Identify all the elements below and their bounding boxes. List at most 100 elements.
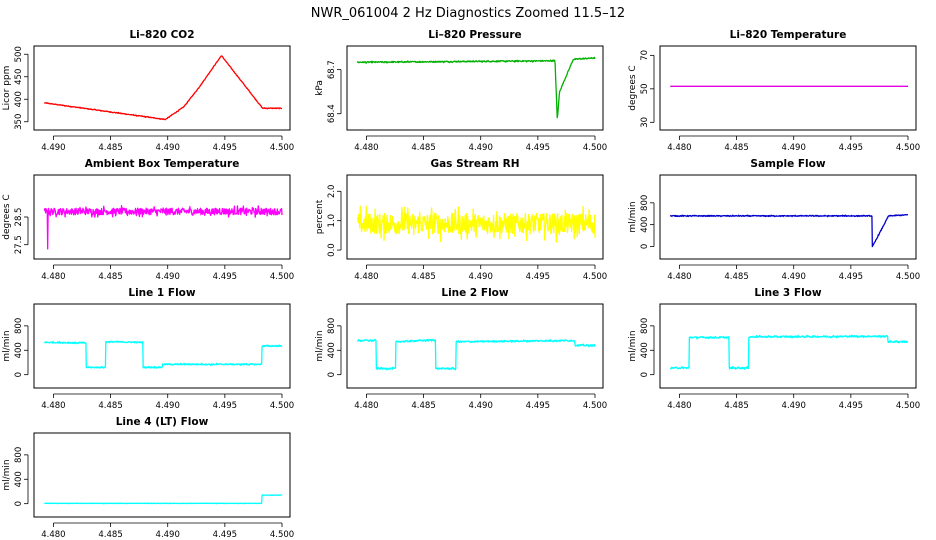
y-tick-label: 2.0 xyxy=(327,185,337,199)
series-line xyxy=(43,55,283,121)
panel-8: Line 2 Flow ml/min 4.480 4.485 4.490 4.495 4.5… xyxy=(315,287,607,411)
y-tick-label: 0 xyxy=(14,501,24,506)
x-tick-label: 4.490 xyxy=(469,143,493,153)
x-tick-label: 4.495 xyxy=(526,143,550,153)
y-tick-label: 400 xyxy=(14,342,24,358)
y-tick-label: 400 xyxy=(327,342,337,358)
panel-title: Sample Flow xyxy=(750,158,825,170)
y-tick-label: 400 xyxy=(640,342,650,358)
panel-9: Line 3 Flow ml/min 4.480 4.485 4.490 4.495 4.5… xyxy=(628,287,920,411)
series-line xyxy=(356,338,596,371)
x-tick-label: 4.490 xyxy=(782,143,806,153)
plot-frame xyxy=(659,45,917,131)
y-tick-label: 450 xyxy=(14,69,24,85)
x-tick-label: 4.495 xyxy=(526,401,550,411)
x-tick-label: 4.495 xyxy=(526,272,550,282)
y-tick-label: 28.5 xyxy=(14,208,24,227)
series-line xyxy=(669,213,909,248)
y-tick-label: 0 xyxy=(14,372,24,377)
y-tick-label: 800 xyxy=(14,318,24,334)
x-tick-label: 4.490 xyxy=(156,143,180,153)
y-tick-label: 0 xyxy=(327,372,337,377)
x-tick-label: 4.480 xyxy=(354,272,378,282)
x-tick-label: 4.490 xyxy=(782,272,806,282)
panel-title: Li–820 Temperature xyxy=(730,29,847,41)
panel-title: Line 3 Flow xyxy=(754,287,821,299)
x-tick-label: 4.485 xyxy=(98,401,122,411)
plot-frame xyxy=(346,174,604,260)
x-tick-label: 4.490 xyxy=(156,272,180,282)
x-tick-label: 4.485 xyxy=(98,143,122,153)
y-tick-label: 400 xyxy=(640,217,650,233)
series-line xyxy=(669,334,909,370)
x-tick-label: 4.485 xyxy=(98,530,122,540)
figure-title: NWR_061004 2 Hz Diagnostics Zoomed 11.5–… xyxy=(311,6,625,21)
y-tick-label: 68.7 xyxy=(327,60,337,79)
x-tick-label: 4.490 xyxy=(782,401,806,411)
panel-title: Gas Stream RH xyxy=(430,158,519,170)
x-tick-label: 4.480 xyxy=(667,401,691,411)
panel-title: Li–820 Pressure xyxy=(428,29,521,41)
panel-title: Line 2 Flow xyxy=(441,287,508,299)
x-tick-label: 4.500 xyxy=(896,143,920,153)
panel-5: Gas Stream RH percent 4.480 4.485 4.490 4.495… xyxy=(315,158,607,282)
y-tick-label: 30 xyxy=(640,117,650,128)
x-tick-label: 4.495 xyxy=(839,401,863,411)
x-tick-label: 4.485 xyxy=(724,401,748,411)
panel-2: Li–820 Pressure kPa 4.480 4.485 4.490 4.495 4.… xyxy=(315,29,607,153)
y-axis-label: degrees C xyxy=(2,194,12,239)
x-tick-label: 4.480 xyxy=(41,401,65,411)
series-line xyxy=(44,494,283,505)
y-axis-label: ml/min xyxy=(628,201,638,232)
panel-7: Line 1 Flow ml/min 4.480 4.485 4.490 4.495 4.5… xyxy=(2,287,294,411)
panel-title: Li–820 CO2 xyxy=(129,29,194,41)
x-tick-label: 4.490 xyxy=(469,272,493,282)
y-axis-label: ml/min xyxy=(2,330,12,361)
y-axis-label: ml/min xyxy=(315,330,325,361)
plot-frame xyxy=(346,303,604,389)
x-tick-label: 4.480 xyxy=(354,401,378,411)
x-tick-label: 4.485 xyxy=(411,143,435,153)
y-tick-label: 800 xyxy=(327,318,337,334)
x-tick-label: 4.495 xyxy=(839,143,863,153)
y-axis-label: Licor ppm xyxy=(2,66,12,111)
series-line xyxy=(356,205,596,243)
x-tick-label: 4.500 xyxy=(583,272,607,282)
y-axis-label: kPa xyxy=(315,80,325,96)
series-line xyxy=(44,340,283,369)
x-tick-label: 4.490 xyxy=(41,143,65,153)
panel-title: Line 1 Flow xyxy=(128,287,195,299)
plot-frame xyxy=(659,303,917,389)
x-tick-label: 4.500 xyxy=(270,401,294,411)
panel-1: Li–820 CO2 Licor ppm 4.490 4.485 4.490 4.495 4… xyxy=(2,29,294,153)
x-tick-label: 4.480 xyxy=(354,143,378,153)
x-tick-label: 4.480 xyxy=(41,530,65,540)
y-tick-label: 0 xyxy=(640,244,650,249)
panel-6: Sample Flow ml/min 4.480 4.485 4.490 4.495 4.5… xyxy=(628,158,920,282)
plot-frame xyxy=(33,174,291,260)
x-tick-label: 4.485 xyxy=(411,272,435,282)
x-tick-label: 4.495 xyxy=(213,272,237,282)
x-tick-label: 4.495 xyxy=(839,272,863,282)
x-tick-label: 4.485 xyxy=(724,143,748,153)
x-tick-label: 4.500 xyxy=(270,272,294,282)
panel-title: Line 4 (LT) Flow xyxy=(116,416,209,428)
plot-frame xyxy=(33,432,291,518)
plot-frame xyxy=(659,174,917,260)
x-tick-label: 4.500 xyxy=(896,401,920,411)
x-tick-label: 4.495 xyxy=(213,530,237,540)
x-tick-label: 4.500 xyxy=(583,143,607,153)
y-axis-label: ml/min xyxy=(2,459,12,490)
x-tick-label: 4.485 xyxy=(98,272,122,282)
plot-frame xyxy=(33,45,291,131)
panel-title: Ambient Box Temperature xyxy=(85,158,240,170)
y-tick-label: 1.0 xyxy=(327,214,337,228)
y-tick-label: 0.0 xyxy=(327,243,337,257)
x-tick-label: 4.495 xyxy=(213,143,237,153)
y-tick-label: 68.4 xyxy=(327,104,337,123)
x-tick-label: 4.500 xyxy=(583,401,607,411)
y-tick-label: 50 xyxy=(640,83,650,94)
x-tick-label: 4.485 xyxy=(724,272,748,282)
y-tick-label: 70 xyxy=(640,50,650,61)
x-tick-label: 4.490 xyxy=(469,401,493,411)
